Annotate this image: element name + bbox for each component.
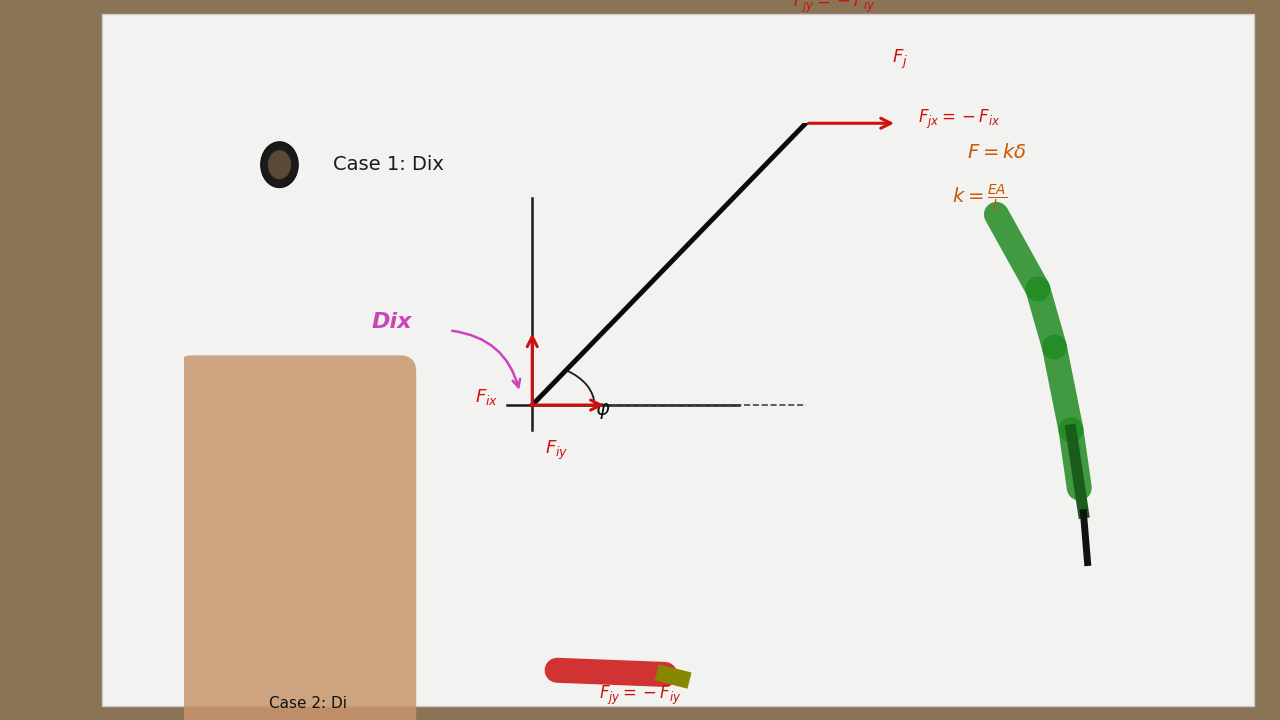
Text: $F = k\delta$: $F = k\delta$ (966, 143, 1027, 162)
Text: Case 1: Dix: Case 1: Dix (333, 156, 444, 174)
Text: $F_j$: $F_j$ (892, 48, 909, 71)
Text: $F_{jy}= -F_{iy}$: $F_{jy}= -F_{iy}$ (794, 0, 876, 14)
FancyBboxPatch shape (175, 355, 416, 720)
Text: $F_{ix}$: $F_{ix}$ (475, 387, 498, 407)
Text: φ: φ (595, 399, 609, 419)
Text: Dix: Dix (371, 312, 412, 332)
Text: $F_{jy} = -F_{iy}$: $F_{jy} = -F_{iy}$ (599, 683, 681, 707)
Ellipse shape (261, 142, 298, 187)
Ellipse shape (268, 150, 291, 179)
Text: $F_{iy}$: $F_{iy}$ (545, 439, 568, 462)
Text: $k = \frac{EA}{L}$: $k = \frac{EA}{L}$ (952, 183, 1007, 213)
Text: $F_{jx}= -F_{ix}$: $F_{jx}= -F_{ix}$ (918, 107, 1001, 131)
Text: Case 2: Di: Case 2: Di (270, 696, 347, 711)
